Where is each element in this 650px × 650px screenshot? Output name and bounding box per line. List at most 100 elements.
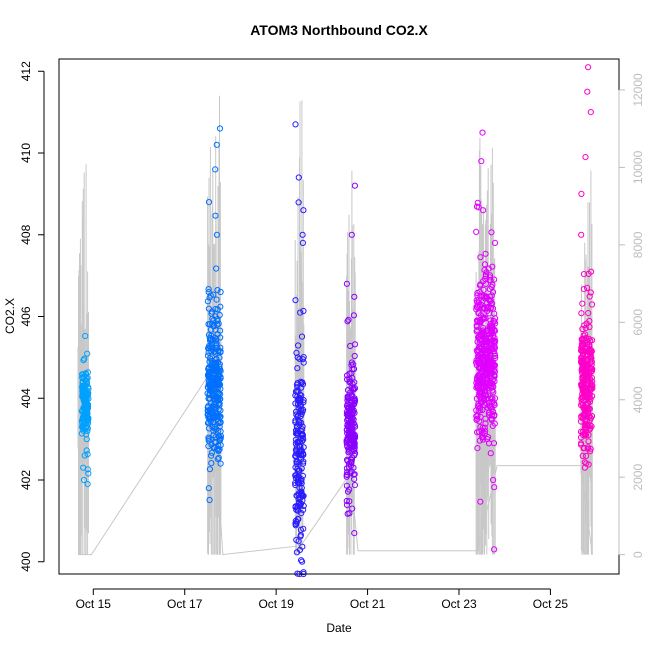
data-point bbox=[206, 374, 213, 381]
data-point bbox=[476, 404, 483, 411]
data-point bbox=[473, 306, 480, 313]
data-point bbox=[585, 374, 592, 381]
data-point-outlier bbox=[80, 464, 87, 471]
data-point bbox=[205, 349, 212, 356]
data-point bbox=[579, 337, 586, 344]
data-point bbox=[298, 557, 305, 564]
data-point bbox=[212, 337, 220, 344]
data-point-outlier bbox=[217, 460, 224, 467]
y2-tick-label: 12000 bbox=[631, 73, 645, 107]
data-point bbox=[216, 311, 223, 319]
data-point bbox=[351, 293, 358, 300]
data-point bbox=[579, 387, 586, 394]
data-point bbox=[586, 393, 593, 400]
secondary-line bbox=[78, 369, 593, 556]
data-point bbox=[350, 471, 357, 478]
data-point-outlier bbox=[584, 284, 591, 291]
data-point bbox=[298, 384, 305, 391]
data-point bbox=[83, 447, 90, 454]
data-point bbox=[80, 404, 87, 411]
data-point bbox=[579, 339, 586, 346]
data-point-outlier bbox=[205, 485, 212, 492]
data-point bbox=[205, 373, 212, 380]
data-point bbox=[579, 325, 586, 333]
data-point bbox=[475, 299, 482, 306]
data-point bbox=[217, 391, 224, 398]
data-point bbox=[210, 317, 217, 324]
data-point bbox=[473, 376, 481, 383]
y-tick-label: 412 bbox=[19, 61, 33, 81]
data-point bbox=[587, 346, 594, 353]
data-point bbox=[586, 323, 593, 331]
data-point-outlier bbox=[216, 125, 224, 132]
data-point bbox=[475, 407, 482, 414]
data-point bbox=[489, 395, 496, 402]
data-point bbox=[491, 339, 498, 346]
data-point bbox=[80, 391, 87, 398]
data-point bbox=[578, 310, 585, 317]
data-point bbox=[215, 433, 222, 440]
data-point bbox=[217, 436, 224, 443]
data-point bbox=[589, 378, 596, 385]
data-point bbox=[477, 498, 484, 505]
data-point bbox=[209, 375, 217, 382]
data-point bbox=[296, 391, 303, 398]
data-point bbox=[473, 359, 480, 366]
data-point bbox=[583, 452, 590, 459]
data-point bbox=[491, 342, 498, 350]
data-point bbox=[344, 443, 351, 450]
data-point bbox=[582, 431, 590, 438]
data-point bbox=[207, 400, 214, 407]
data-point bbox=[479, 424, 486, 431]
data-point bbox=[344, 318, 351, 325]
data-point bbox=[473, 328, 480, 335]
data-point bbox=[205, 414, 213, 421]
data-point bbox=[346, 498, 353, 505]
data-point bbox=[293, 411, 300, 418]
data-point bbox=[483, 354, 490, 361]
data-point bbox=[209, 336, 216, 343]
data-point bbox=[577, 418, 585, 425]
data-point bbox=[211, 425, 218, 432]
data-point bbox=[473, 323, 480, 330]
data-point bbox=[580, 271, 588, 278]
data-point bbox=[295, 405, 302, 412]
data-point bbox=[209, 308, 216, 315]
data-point bbox=[346, 510, 353, 517]
data-point bbox=[482, 420, 489, 427]
data-point bbox=[586, 341, 593, 349]
data-point bbox=[489, 289, 497, 296]
data-point bbox=[473, 317, 481, 324]
data-point bbox=[79, 371, 86, 378]
data-point bbox=[82, 332, 89, 340]
data-point bbox=[351, 444, 358, 451]
data-point bbox=[579, 452, 586, 459]
data-point bbox=[582, 368, 589, 375]
data-point-outlier bbox=[295, 174, 302, 181]
x-tick-label: Oct 25 bbox=[533, 597, 569, 611]
data-point bbox=[217, 442, 224, 449]
axes: Oct 15 Oct 17 Oct 19 Oct 21 Oct 23 Oct 25 400 4… bbox=[19, 61, 645, 611]
data-point bbox=[474, 429, 481, 436]
data-point bbox=[587, 289, 594, 296]
data-point bbox=[217, 334, 224, 341]
data-point-outlier bbox=[212, 166, 219, 173]
data-point bbox=[348, 384, 355, 391]
data-point bbox=[351, 482, 358, 489]
data-point bbox=[85, 416, 92, 424]
data-point bbox=[83, 431, 90, 438]
data-point bbox=[294, 401, 301, 408]
data-point bbox=[351, 352, 358, 360]
data-point bbox=[491, 373, 498, 380]
data-point bbox=[488, 379, 495, 387]
data-point bbox=[294, 427, 301, 435]
data-point bbox=[586, 413, 593, 420]
data-point bbox=[214, 380, 221, 387]
data-point bbox=[347, 444, 354, 451]
data-point bbox=[206, 358, 213, 365]
data-point bbox=[480, 343, 487, 350]
data-point bbox=[346, 413, 353, 420]
data-point bbox=[213, 265, 220, 272]
data-point bbox=[487, 297, 494, 304]
data-point bbox=[578, 354, 585, 361]
